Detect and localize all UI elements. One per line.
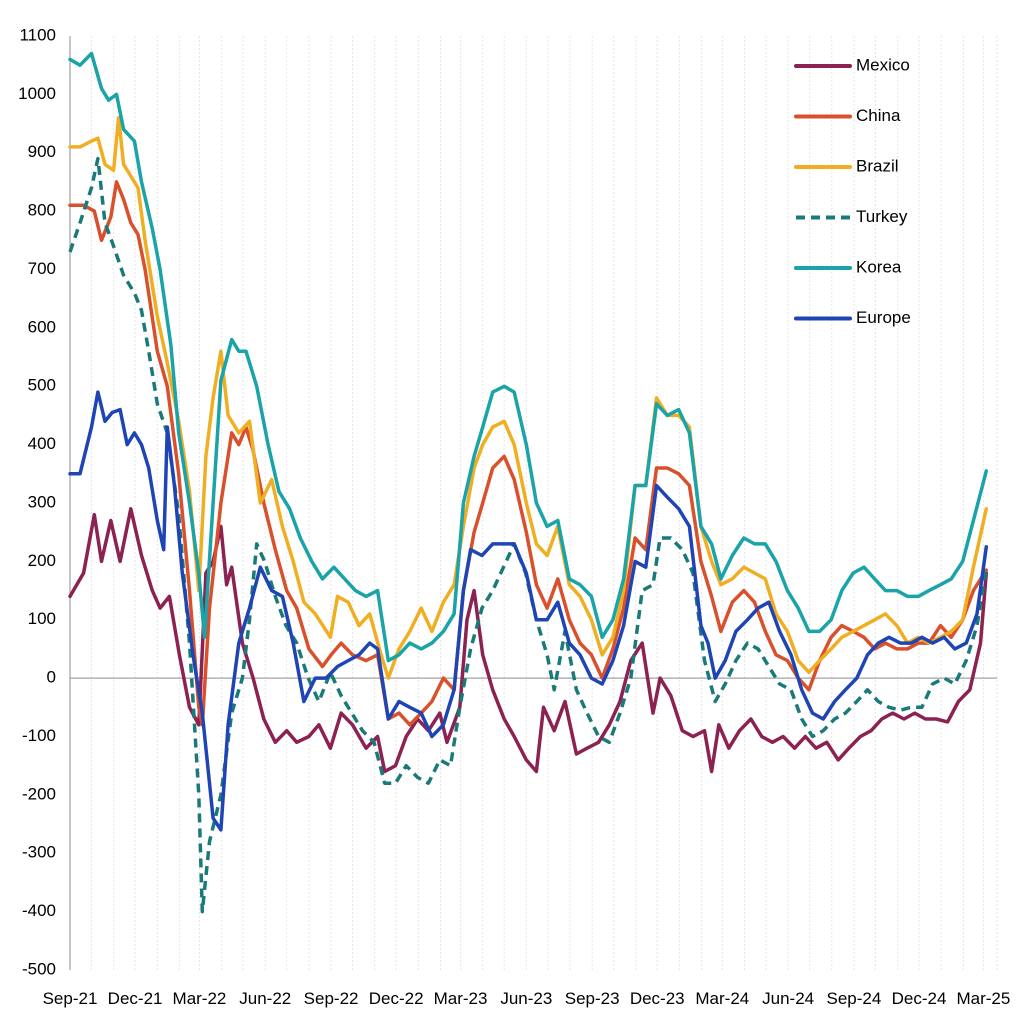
series-line-korea [68,51,989,663]
y-tick-label: 1000 [18,84,56,103]
axes [69,36,997,970]
x-tick-label: Sep-22 [304,989,359,1008]
y-tick-label: 200 [28,551,56,570]
y-tick-label: 300 [28,492,56,511]
x-axis-ticks: Sep-21 Dec-21 Mar-22 Jun-22 Sep-22 Dec-22 Mar-… [43,989,1011,1008]
legend-label-brazil: Brazil [856,156,899,175]
y-tick-label: 600 [28,317,56,336]
legend-label-turkey: Turkey [856,207,908,226]
x-tick-label: Dec-23 [630,989,685,1008]
y-tick-label: -400 [22,901,56,920]
x-tick-label: Dec-22 [369,989,424,1008]
legend-label-china: China [856,106,901,125]
x-tick-label: Jun-24 [762,989,814,1008]
x-tick-label: Mar-25 [956,989,1010,1008]
series-line-china [68,180,989,727]
legend-label-korea: Korea [856,257,902,276]
x-tick-label: Jun-22 [239,989,291,1008]
x-tick-label: Dec-21 [108,989,163,1008]
series-lines [68,51,989,914]
y-tick-label: 400 [28,434,56,453]
x-tick-label: Jun-23 [500,989,552,1008]
y-tick-label: -200 [22,784,56,803]
y-tick-label: 1100 [19,25,56,44]
x-tick-label: Mar-23 [434,989,488,1008]
y-tick-label: -100 [22,726,56,745]
x-tick-label: Sep-24 [827,989,882,1008]
x-tick-label: Mar-22 [173,989,227,1008]
y-tick-label: 900 [28,142,56,161]
x-tick-label: Dec-24 [892,989,947,1008]
x-tick-label: Sep-23 [565,989,620,1008]
x-tick-label: Sep-21 [43,989,98,1008]
legend-label-europe: Europe [856,308,911,327]
y-tick-label: 500 [28,376,56,395]
gridlines [69,36,998,970]
y-axis-ticks: -500 -400 -300 -200 -100 0 100 200 300 400 500 600 7… [18,25,56,978]
series-line-turkey [68,156,989,914]
y-tick-label: -300 [22,843,56,862]
y-tick-label: 800 [28,201,56,220]
legend: Mexico China Brazil Turkey Korea Europe [794,55,911,327]
series-line-europe [68,390,989,832]
x-tick-label: Mar-24 [695,989,749,1008]
y-tick-label: 100 [28,609,56,628]
y-tick-label: 700 [28,259,56,278]
y-tick-label: -500 [22,959,56,978]
legend-label-mexico: Mexico [856,55,910,74]
y-tick-label: 0 [47,668,56,687]
